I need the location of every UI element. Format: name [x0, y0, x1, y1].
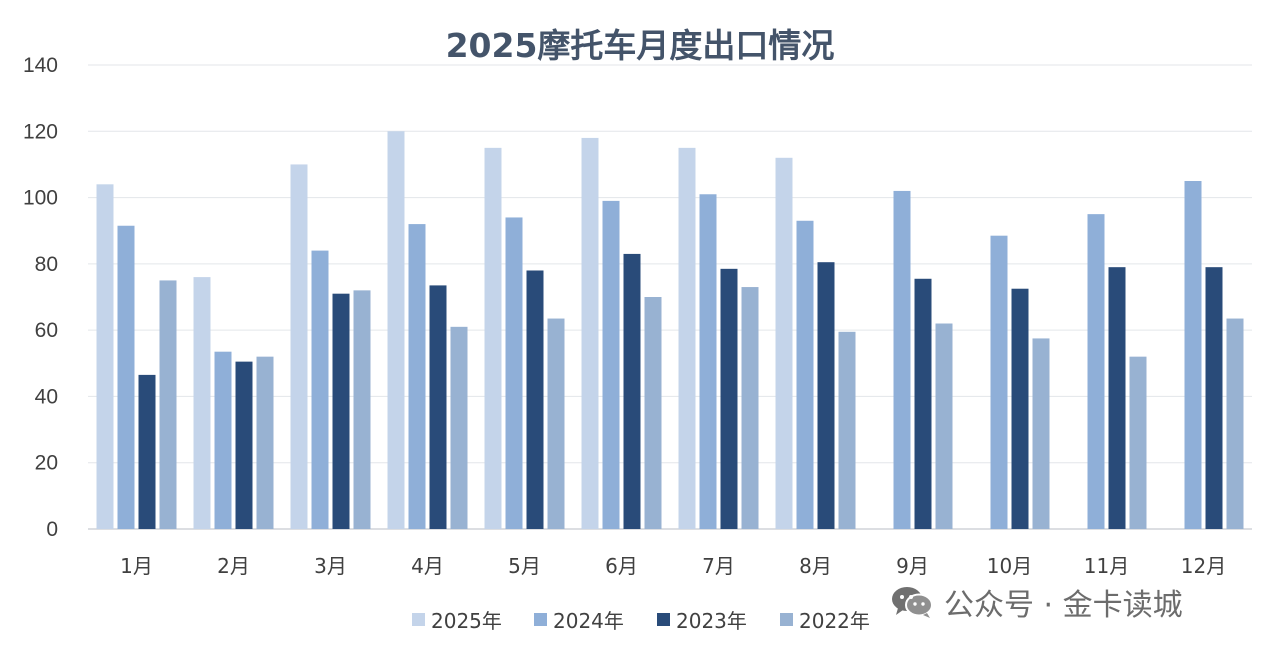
- bar: [214, 351, 232, 529]
- bar: [775, 157, 793, 530]
- y-tick-label: 140: [23, 54, 58, 77]
- y-tick-label: 20: [35, 452, 58, 475]
- bar: [408, 224, 426, 530]
- bar: [387, 131, 405, 530]
- bar: [256, 356, 274, 529]
- legend: 2025年 2024年 2023年 2022年: [412, 609, 870, 633]
- legend-swatch: [412, 613, 425, 626]
- x-tick-label: 3月: [314, 554, 347, 578]
- bar: [1087, 214, 1105, 529]
- watermark-text: 公众号 · 金卡读城: [944, 588, 1183, 623]
- bar: [817, 262, 835, 529]
- bars: [96, 131, 1244, 530]
- wechat-icon: [892, 587, 933, 618]
- x-tick-label: 7月: [702, 554, 735, 578]
- bar: [159, 280, 177, 529]
- y-axis-ticks: 0 20 40 60 80 100 120 140: [23, 54, 58, 541]
- x-tick-label: 8月: [799, 554, 832, 578]
- bar: [193, 277, 211, 529]
- legend-label: 2024年: [553, 609, 624, 633]
- bar: [623, 253, 641, 529]
- bar: [429, 285, 447, 529]
- bar: [505, 217, 523, 529]
- bar: [138, 374, 156, 529]
- bar: [1011, 288, 1029, 529]
- bar: [117, 225, 135, 529]
- bar: [1108, 267, 1126, 529]
- bar: [96, 184, 114, 530]
- bar: [290, 164, 308, 529]
- bar: [990, 235, 1008, 529]
- x-tick-label: 10月: [987, 554, 1032, 578]
- legend-label: 2025年: [431, 609, 502, 633]
- x-tick-label: 9月: [896, 554, 929, 578]
- bar: [602, 200, 620, 529]
- y-tick-label: 60: [35, 319, 58, 342]
- x-tick-label: 6月: [605, 554, 638, 578]
- legend-swatch: [657, 613, 670, 626]
- bar: [838, 331, 856, 529]
- x-tick-label: 5月: [508, 554, 541, 578]
- legend-label: 2023年: [676, 609, 747, 633]
- y-tick-label: 0: [46, 518, 58, 541]
- y-tick-label: 80: [35, 253, 58, 276]
- legend-label: 2022年: [799, 609, 870, 633]
- bar: [581, 137, 599, 529]
- bar: [1129, 356, 1147, 529]
- bar: [1184, 181, 1202, 529]
- bar: [526, 270, 544, 529]
- bar: [484, 147, 502, 529]
- x-tick-label: 12月: [1181, 554, 1226, 578]
- y-tick-label: 100: [23, 187, 58, 210]
- bar: [893, 190, 911, 529]
- chart-title: 2025摩托车月度出口情况: [446, 26, 835, 65]
- gridlines: [88, 64, 1252, 530]
- x-tick-label: 2月: [217, 554, 250, 578]
- legend-swatch: [780, 613, 793, 626]
- bar: [353, 290, 371, 529]
- x-tick-label: 1月: [120, 554, 153, 578]
- watermark: 公众号 · 金卡读城: [890, 580, 1183, 624]
- bar: [1205, 267, 1223, 529]
- bar: [332, 293, 350, 529]
- bar: [796, 220, 814, 529]
- bar: [547, 318, 565, 529]
- bar: [311, 250, 329, 529]
- bar: [1032, 338, 1050, 529]
- legend-swatch: [534, 613, 547, 626]
- bar: [1226, 318, 1244, 529]
- x-axis-ticks: 1月 2月 3月 4月 5月 6月 7月 8月 9月 10月 11月 12月: [120, 554, 1226, 578]
- x-tick-label: 11月: [1084, 554, 1129, 578]
- y-tick-label: 40: [35, 385, 58, 408]
- bar: [914, 278, 932, 529]
- bar: [720, 268, 738, 529]
- bar: [741, 287, 759, 529]
- bar: [678, 147, 696, 529]
- bar: [644, 297, 662, 529]
- bar: [935, 323, 953, 529]
- bar: [699, 194, 717, 529]
- y-tick-label: 120: [23, 120, 58, 143]
- bar: [450, 326, 468, 529]
- bar: [235, 361, 253, 529]
- x-tick-label: 4月: [411, 554, 444, 578]
